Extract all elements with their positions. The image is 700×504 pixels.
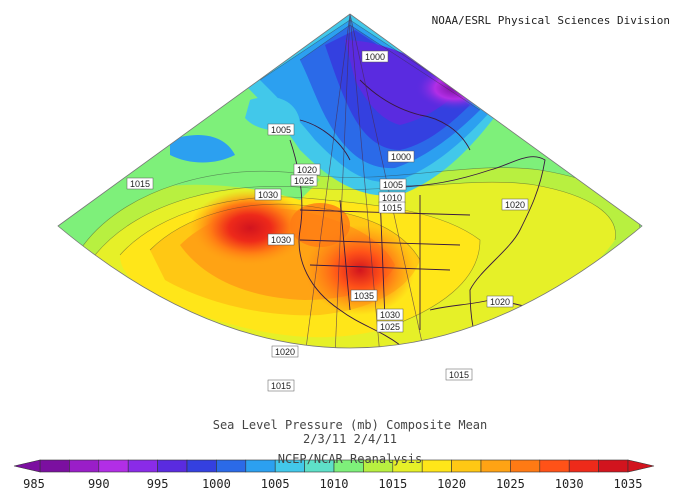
data-source: NCEP/NCAR Reanalysis	[277, 452, 423, 466]
contour-label-text: 1020	[297, 165, 317, 175]
colorbar-tick-label: 1035	[613, 477, 643, 491]
colorbar-tick-label: 1015	[378, 477, 408, 491]
graticule	[289, 14, 451, 348]
contour-label-text: 1015	[271, 381, 291, 391]
colorbar-tick-label: 985	[23, 477, 45, 491]
contour-label: 1020	[501, 198, 529, 211]
colorbar-left-arrow	[13, 459, 41, 473]
contour-label: 1000	[361, 50, 389, 63]
colorbar-tick-label: 1030	[554, 477, 584, 491]
contour-label: 1030	[254, 188, 282, 201]
contour-label-text: 1015	[382, 203, 402, 213]
contour-label: 1030	[376, 308, 404, 321]
contour-label: 1020	[271, 345, 299, 358]
credit-text: NOAA/ESRL Physical Sciences Division	[431, 14, 670, 27]
contour-label: 1015	[378, 201, 406, 214]
contour-label-text: 1030	[380, 310, 400, 320]
contour-label-text: 1010	[382, 193, 402, 203]
colorbar-tick-label: 1010	[319, 477, 349, 491]
contour-label-text: 1000	[365, 52, 385, 62]
colorbar-tick-label: 1025	[495, 477, 525, 491]
contour-label-text: 1035	[354, 291, 374, 301]
contour-label-text: 1020	[490, 297, 510, 307]
colorbar-tick-label: 990	[87, 477, 110, 491]
contour-label-text: 1020	[275, 347, 295, 357]
contour-label: 1015	[267, 379, 295, 392]
contour-label: 1025	[290, 174, 318, 187]
contour-label: 1035	[350, 289, 378, 302]
contour-label-text: 1005	[271, 125, 291, 135]
contour-label-text: 1030	[258, 190, 278, 200]
contour-label: 1030	[267, 233, 295, 246]
contour-label-text: 1000	[391, 152, 411, 162]
map-title: Sea Level Pressure (mb) Composite Mean	[212, 418, 488, 432]
colorbar-tick-label: 1005	[260, 477, 290, 491]
coastlines	[289, 79, 546, 348]
contour-label: 1000	[387, 150, 415, 163]
colorbar-tick-label: 1020	[437, 477, 467, 491]
contour-label-text: 1020	[505, 200, 525, 210]
map-dates: 2/3/11 2/4/11	[303, 432, 397, 446]
colorbar-tick-label: 1000	[201, 477, 231, 491]
contour-labels: 1000100510001015102010251030100510101015…	[126, 50, 529, 392]
contour-label-text: 1030	[271, 235, 291, 245]
contour-label-text: 1015	[130, 179, 150, 189]
contour-label: 1015	[126, 177, 154, 190]
map-border	[57, 13, 643, 349]
contour-label: 1025	[376, 320, 404, 333]
colorbar-right-arrow	[627, 459, 655, 473]
contour-label-text: 1025	[294, 176, 314, 186]
colorbar-tick-label: 995	[146, 477, 169, 491]
contour-label-text: 1005	[383, 180, 403, 190]
contour-label-text: 1015	[449, 370, 469, 380]
contour-label: 1005	[267, 123, 295, 136]
contour-label: 1020	[486, 295, 514, 308]
contour-label: 1015	[445, 368, 473, 381]
contour-label: 1005	[379, 178, 407, 191]
contour-label-text: 1025	[380, 322, 400, 332]
